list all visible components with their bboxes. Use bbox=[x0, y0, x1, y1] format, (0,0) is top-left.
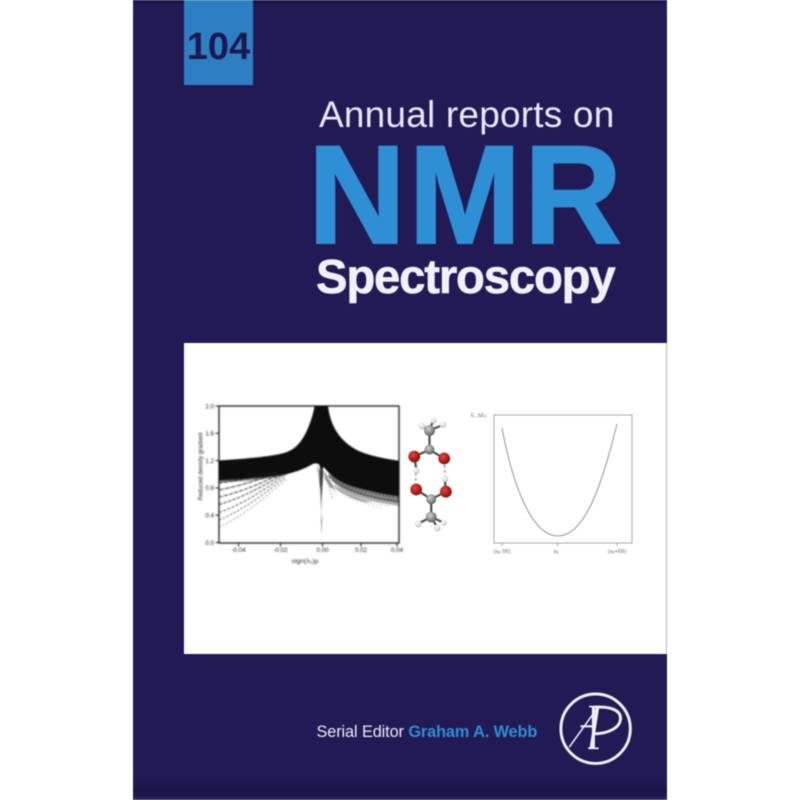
svg-text:(aₐ-δB): (aₐ-δB) bbox=[493, 549, 510, 555]
svg-text:E, ΔEₖ: E, ΔEₖ bbox=[471, 413, 488, 419]
svg-text:Reduced density gradient: Reduced density gradient bbox=[199, 432, 205, 500]
svg-text:0.8: 0.8 bbox=[205, 485, 214, 492]
svg-text:aₐ: aₐ bbox=[553, 549, 559, 555]
svg-text:-0.04: -0.04 bbox=[231, 547, 246, 554]
svg-text:0.0: 0.0 bbox=[205, 540, 214, 547]
svg-text:-0.02: -0.02 bbox=[273, 547, 288, 554]
svg-text:(aₐ+δB): (aₐ+δB) bbox=[608, 549, 627, 555]
svg-text:0.04: 0.04 bbox=[391, 547, 404, 554]
svg-text:2.0: 2.0 bbox=[205, 403, 214, 410]
svg-text:sign(λ₂)ρ: sign(λ₂)ρ bbox=[292, 558, 319, 565]
svg-text:0.00: 0.00 bbox=[316, 547, 329, 554]
svg-text:0.02: 0.02 bbox=[355, 547, 368, 554]
svg-text:1.2: 1.2 bbox=[205, 458, 214, 465]
svg-text:0.4: 0.4 bbox=[205, 513, 214, 520]
svg-text:1.6: 1.6 bbox=[205, 431, 214, 438]
